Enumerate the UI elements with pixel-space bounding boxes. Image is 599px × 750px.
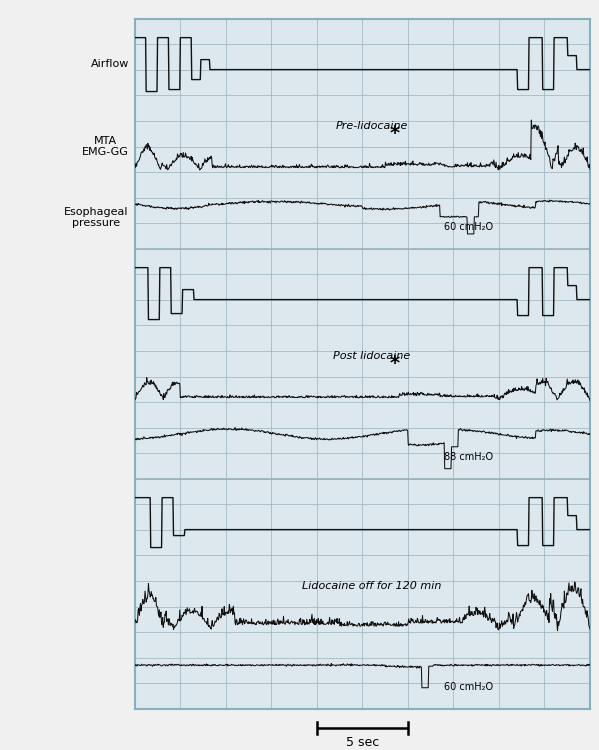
Text: 88 cmH₂O: 88 cmH₂O (444, 452, 494, 462)
Text: *: * (389, 124, 400, 143)
Text: Lidocaine off for 120 min: Lidocaine off for 120 min (302, 580, 441, 591)
Text: 60 cmH₂O: 60 cmH₂O (444, 222, 494, 232)
Text: MTA
EMG-GG: MTA EMG-GG (82, 136, 129, 158)
Text: Esophageal
pressure: Esophageal pressure (64, 207, 129, 229)
Text: Post lidocaine: Post lidocaine (333, 351, 410, 361)
Text: 5 sec: 5 sec (346, 736, 379, 749)
Text: *: * (389, 354, 400, 374)
Text: Pre-lidocaine: Pre-lidocaine (335, 121, 408, 130)
Text: 60 cmH₂O: 60 cmH₂O (444, 682, 494, 692)
Text: Airflow: Airflow (90, 58, 129, 68)
